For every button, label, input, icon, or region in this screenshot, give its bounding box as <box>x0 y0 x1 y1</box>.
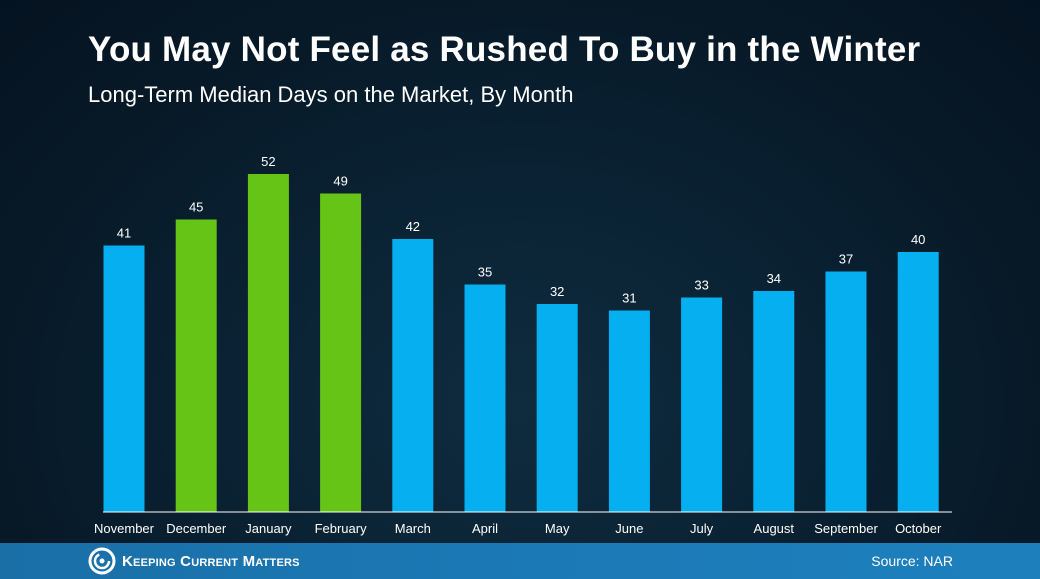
bar-march <box>392 239 434 512</box>
tick-label-june: June <box>615 521 643 536</box>
bar-july <box>681 297 723 512</box>
bar-chart: 41 45 52 49 42 35 32 31 33 34 37 40 November Decembe… <box>94 154 942 536</box>
tick-label-february: February <box>315 521 368 536</box>
chart-subtitle: Long-Term Median Days on the Market, By … <box>88 82 574 107</box>
tick-label-march: March <box>395 521 431 536</box>
bar-november <box>103 245 145 512</box>
value-label-april: 35 <box>478 265 492 280</box>
tick-label-november: November <box>94 521 155 536</box>
value-label-october: 40 <box>911 232 925 247</box>
value-label-january: 52 <box>261 154 275 169</box>
bar-december <box>175 219 217 512</box>
bar-august <box>753 291 795 512</box>
tick-label-january: January <box>245 521 292 536</box>
bar-january <box>247 174 289 512</box>
kcm-logo[interactable]: Keeping Current Matters <box>88 547 300 575</box>
logo-text: Keeping Current Matters <box>122 552 300 570</box>
tick-label-september: September <box>814 521 878 536</box>
value-label-march: 42 <box>406 219 420 234</box>
value-label-november: 41 <box>117 226 131 241</box>
bar-june <box>608 310 650 512</box>
value-label-july: 33 <box>694 278 708 293</box>
value-label-december: 45 <box>189 200 203 215</box>
source-note: Source: NAR <box>871 553 953 569</box>
chart-title: You May Not Feel as Rushed To Buy in the… <box>88 30 921 69</box>
kcm-logo-icon <box>88 547 116 575</box>
footer-bar: Keeping Current Matters Source: NAR <box>0 543 1040 579</box>
value-label-february: 49 <box>333 174 347 189</box>
value-label-august: 34 <box>767 271 781 286</box>
tick-label-july: July <box>690 521 714 536</box>
bar-september <box>825 271 867 512</box>
bar-february <box>320 193 362 512</box>
value-labels-group: 41 45 52 49 42 35 32 31 33 34 37 40 <box>117 154 926 306</box>
tick-label-october: October <box>895 521 942 536</box>
tick-label-august: August <box>754 521 795 536</box>
value-label-september: 37 <box>839 252 853 267</box>
bar-october <box>897 252 939 512</box>
tick-label-december: December <box>166 521 227 536</box>
tick-labels-group: November December January February March Apri… <box>94 521 942 536</box>
bar-may <box>536 304 578 512</box>
bars-group <box>103 174 939 512</box>
tick-label-may: May <box>545 521 570 536</box>
value-label-may: 32 <box>550 284 564 299</box>
bar-april <box>464 284 506 512</box>
value-label-june: 31 <box>622 291 636 306</box>
tick-label-april: April <box>472 521 498 536</box>
